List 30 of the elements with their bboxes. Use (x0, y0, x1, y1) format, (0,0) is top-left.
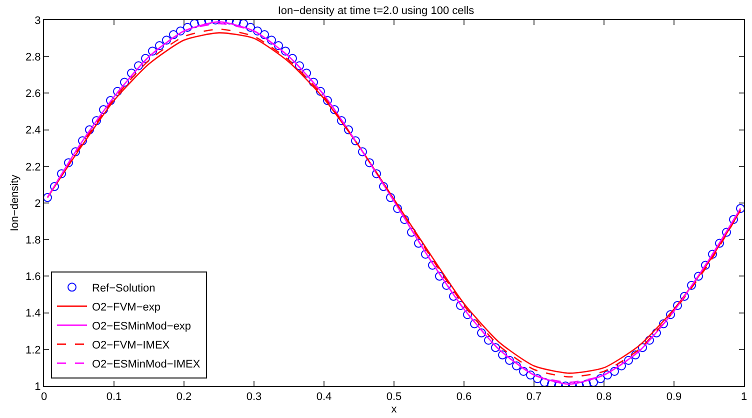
x-tick-label: 0.9 (666, 391, 682, 404)
x-tick-label: 1 (740, 391, 748, 404)
x-tick-label: 0.2 (176, 391, 192, 404)
x-tick-label: 0.1 (106, 391, 122, 404)
y-tick-label: 1 (34, 380, 41, 393)
y-tick-label: 1.6 (26, 271, 41, 284)
y-tick-label: 2.2 (26, 161, 41, 174)
y-axis-title: Ion−density (9, 174, 22, 232)
x-tick-label: 0.7 (526, 391, 542, 404)
x-tick-label: 0.4 (316, 391, 332, 404)
legend-label: O2−ESMinMod−exp (92, 320, 192, 332)
y-tick-label: 1.8 (26, 234, 41, 246)
y-tick-label: 2 (34, 198, 41, 210)
legend-label: O2−FVM−exp (92, 301, 160, 314)
legend-label: Ref−Solution (92, 282, 156, 294)
y-tick-label: 3 (34, 14, 41, 27)
chart-title: Ion−density at time t=2.0 using 100 cells (278, 4, 475, 17)
x-tick-label: 0.8 (596, 391, 612, 404)
x-tick-label: 0 (40, 391, 48, 404)
x-tick-label: 0.5 (386, 391, 402, 404)
x-tick-label: 0.6 (456, 391, 472, 404)
y-tick-label: 2.4 (26, 124, 41, 137)
legend-label: O2−FVM−IMEX (92, 339, 170, 352)
y-tick-label: 2.8 (26, 51, 41, 64)
y-tick-label: 2.6 (26, 88, 41, 100)
legend-label: O2−ESMinMod−IMEX (92, 358, 201, 370)
x-tick-label: 0.3 (246, 391, 262, 404)
x-axis-title: x (391, 403, 398, 416)
y-tick-label: 1.4 (26, 308, 41, 320)
y-tick-label: 1.2 (26, 344, 41, 356)
